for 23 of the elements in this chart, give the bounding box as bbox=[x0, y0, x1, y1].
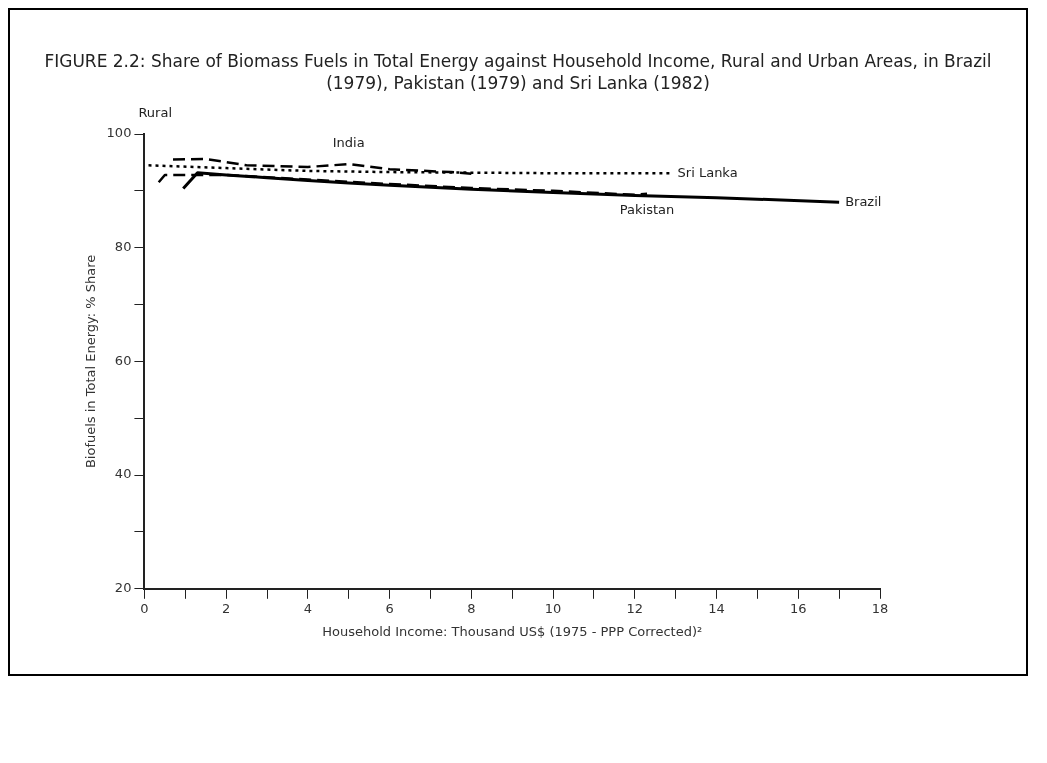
x-axis-title: Household Income: Thousand US$ (1975 - PPP Corrected)² bbox=[322, 623, 703, 639]
x-tick-label: 14 bbox=[708, 601, 725, 617]
y-axis-title: Biofuels in Total Energy: % Share bbox=[83, 254, 99, 469]
x-tick-label: 16 bbox=[789, 601, 807, 617]
text: Rural bbox=[138, 105, 173, 121]
y-tick-label: 40 bbox=[114, 466, 132, 482]
x-tick-label: 0 bbox=[140, 601, 149, 617]
x-tick-label: 4 bbox=[303, 601, 313, 617]
y-tick-label: 100 bbox=[106, 125, 132, 141]
y-tick-label: 80 bbox=[114, 239, 132, 255]
x-tick-label: 12 bbox=[626, 601, 644, 617]
series-label: Sri Lanka bbox=[677, 164, 738, 180]
chart-title: FIGURE 2.2: Share of Biomass Fuels in Total Energy against Household Income, Rural and Urban Areas, in Brazil (1979), Pakistan (1979) and Sri Lanka (1982) bbox=[43, 50, 993, 95]
x-tick-label: 10 bbox=[544, 601, 562, 617]
x-tick-label: 2 bbox=[222, 601, 231, 617]
x-tick-label: 8 bbox=[467, 601, 476, 617]
y-tick-label: 60 bbox=[114, 352, 132, 368]
y-tick-label: 20 bbox=[114, 580, 132, 596]
x-tick-label: 6 bbox=[385, 601, 394, 617]
series-label: Brazil bbox=[845, 193, 882, 209]
x-tick-label: 18 bbox=[871, 601, 889, 617]
series-label: Pakistan bbox=[619, 201, 675, 217]
series-label: India bbox=[332, 135, 365, 151]
